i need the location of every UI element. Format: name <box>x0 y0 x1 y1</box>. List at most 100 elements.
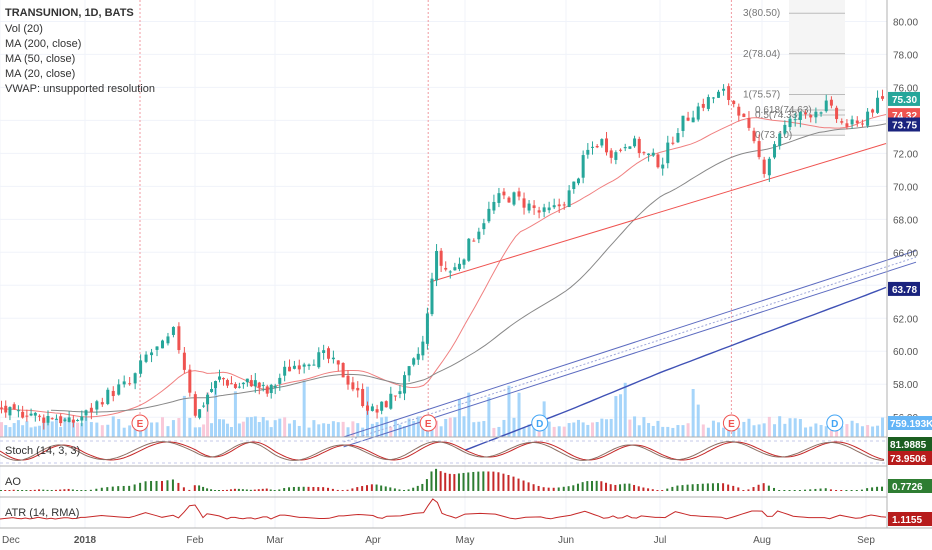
price-tick-label: 70.00 <box>893 182 918 193</box>
ao-bar <box>814 488 817 491</box>
price-tick-label: 76.00 <box>893 83 918 94</box>
ao-bar <box>522 480 525 491</box>
candle-body <box>393 395 397 397</box>
candle-body <box>257 382 261 388</box>
ao-label[interactable]: AO <box>5 476 21 488</box>
time-tick-label: Aug <box>753 535 771 546</box>
indicator-label-vwap[interactable]: VWAP: unsupported resolution <box>5 83 155 95</box>
ao-bar <box>225 489 228 491</box>
candle-body <box>557 204 561 207</box>
volume-bar <box>581 422 585 437</box>
ao-bar <box>517 478 520 491</box>
candle-body <box>809 115 813 118</box>
event-marker[interactable] <box>131 414 149 432</box>
ao-bar <box>502 473 505 491</box>
candle-body <box>845 123 849 127</box>
volume-bar <box>4 425 8 437</box>
candle-body <box>633 138 637 147</box>
trend-line <box>429 142 887 283</box>
event-marker[interactable] <box>419 414 437 432</box>
trend-and-ma-lines <box>0 114 917 451</box>
candle-body <box>206 394 210 405</box>
candle-body <box>322 350 326 353</box>
ao-bar <box>623 483 626 491</box>
ao-bar <box>457 473 460 491</box>
volume-bar <box>331 421 335 437</box>
candle-body <box>647 153 651 156</box>
price-tick-label: 68.00 <box>893 215 918 226</box>
volume-bar <box>253 416 257 437</box>
event-marker-label: E <box>728 419 735 430</box>
ao-bar <box>4 490 7 491</box>
ao-bar <box>666 488 669 491</box>
atr-value-tag <box>888 512 932 526</box>
candle-body <box>439 250 443 266</box>
candle-body <box>609 150 613 158</box>
event-marker[interactable] <box>826 414 844 432</box>
event-marker[interactable] <box>531 414 549 432</box>
volume-bar <box>297 425 301 437</box>
ao-bar <box>273 490 276 491</box>
ao-bar <box>809 489 812 491</box>
price-tag <box>888 117 920 132</box>
volume-bar <box>850 420 854 437</box>
candle-body <box>628 146 632 149</box>
volume-bar <box>737 427 741 437</box>
ao-bar <box>122 485 125 491</box>
volume-bar <box>412 420 416 437</box>
price-tick-label: 72.00 <box>893 149 918 160</box>
volume-bar <box>576 419 580 437</box>
ao-bar <box>261 488 264 491</box>
ao-bar <box>742 490 745 491</box>
atr-line <box>0 498 887 520</box>
candle-body <box>522 198 526 208</box>
volume-bar <box>557 426 561 437</box>
volume-bar <box>33 426 37 437</box>
candle-body <box>656 154 660 168</box>
price-axis: 56.0058.0060.0062.0064.0066.0068.0070.00… <box>888 17 920 424</box>
ao-bar <box>482 471 485 491</box>
volume-bar <box>522 427 526 437</box>
candle-body <box>642 152 646 154</box>
ao-bar <box>312 486 315 491</box>
candle-body <box>229 383 233 385</box>
indicator-label-ma50[interactable]: MA (50, close) <box>5 53 75 65</box>
indicator-label-vol[interactable]: Vol (20) <box>5 23 43 35</box>
indicator-label-ma20[interactable]: MA (20, close) <box>5 68 75 80</box>
ao-bar <box>691 484 694 491</box>
ao-bar <box>762 483 765 491</box>
ao-bar <box>614 484 617 491</box>
ao-bar <box>139 482 142 491</box>
volume-bar <box>600 418 604 437</box>
ao-bar <box>177 482 180 491</box>
atr-label[interactable]: ATR (14, RMA) <box>5 507 79 519</box>
candle-body <box>283 366 287 376</box>
candle-body <box>835 107 839 120</box>
event-marker[interactable] <box>722 414 740 432</box>
stoch-label[interactable]: Stoch (14, 3, 3) <box>5 445 80 457</box>
candle-body <box>686 117 690 121</box>
candle-body <box>241 382 245 385</box>
price-tag-value: 73.75 <box>892 121 917 132</box>
volume-bar <box>188 417 192 437</box>
volume-bar <box>752 425 756 437</box>
ao-bar <box>871 487 874 491</box>
candle-body <box>398 391 402 395</box>
volume-bar <box>257 422 261 437</box>
candle-body <box>202 405 206 407</box>
ao-bar <box>221 490 224 491</box>
ao-bar <box>448 473 451 491</box>
volume-bar <box>681 425 685 437</box>
candle-body <box>527 203 531 211</box>
candle-body <box>317 352 321 368</box>
candle-body <box>619 149 623 151</box>
ao-bar <box>557 487 560 491</box>
indicator-label-ma200[interactable]: MA (200, close) <box>5 38 81 50</box>
volume-bar <box>696 404 700 437</box>
volume-bar <box>214 385 218 437</box>
ao-bar <box>547 487 550 491</box>
candle-body <box>221 378 225 380</box>
ao-bar <box>835 490 838 491</box>
